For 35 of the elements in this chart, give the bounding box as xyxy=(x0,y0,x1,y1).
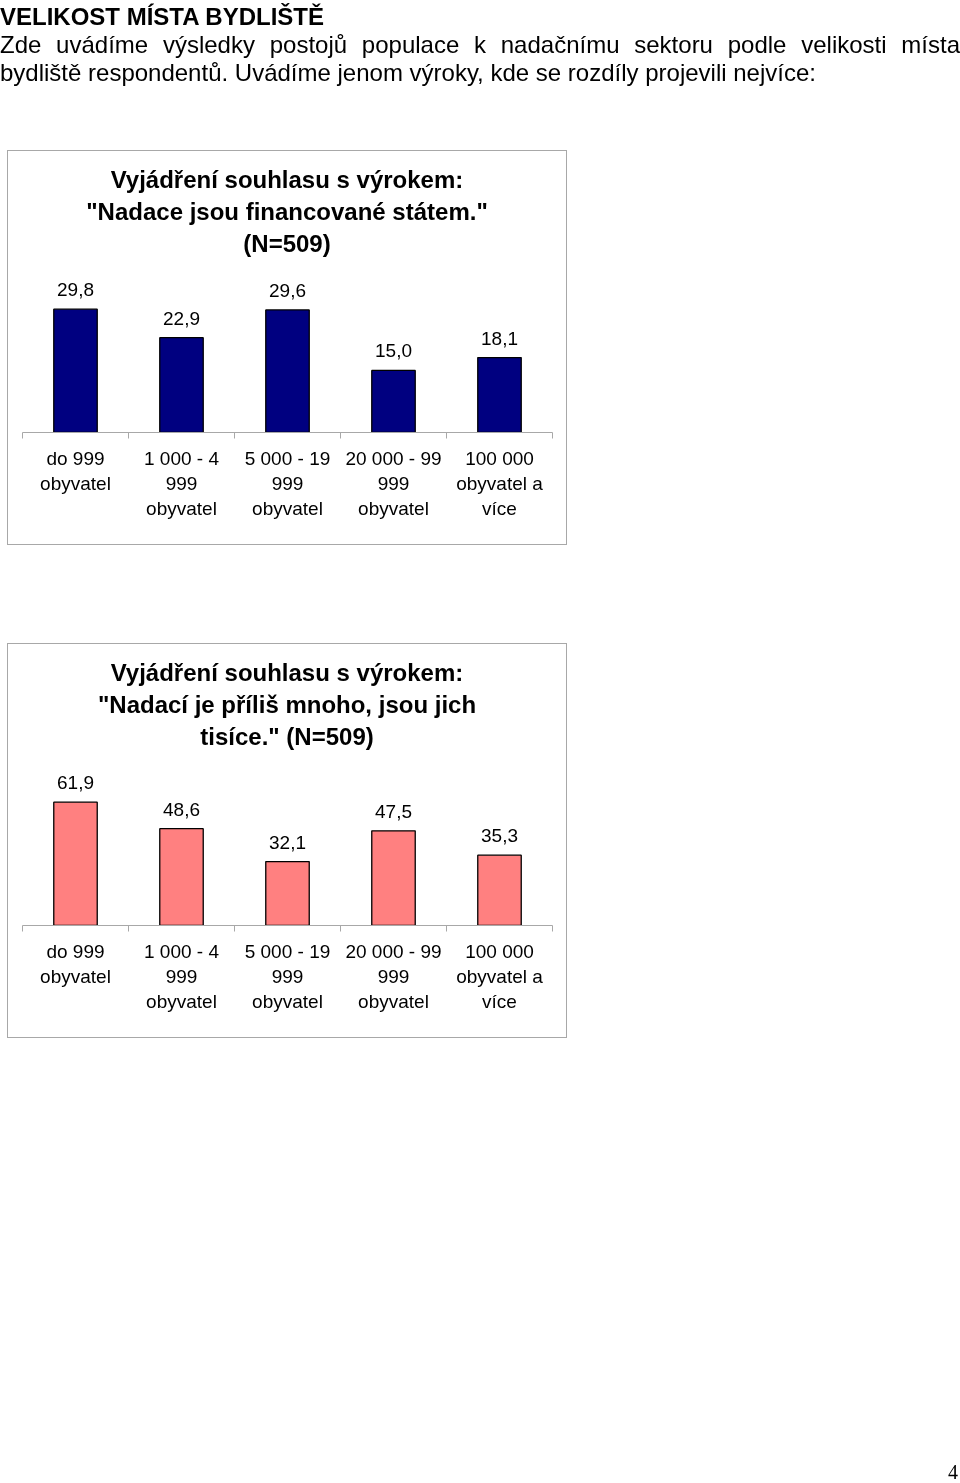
text: Zde uvádíme výsledky postojů populace k nadačnímu sektoru podle velikosti místa bydliště respondentů. Uvádíme jenom výroky, kde se rozdíly projevili nejvíce: xyxy=(0,31,960,86)
x-tick-label: 1 000 - 4 999 obyvatel xyxy=(144,940,220,1012)
data-label: 18,1 xyxy=(481,327,518,349)
data-label: 32,1 xyxy=(269,831,306,853)
bar xyxy=(159,828,204,926)
data-label: 35,3 xyxy=(481,825,518,847)
data-label: 29,6 xyxy=(269,279,306,301)
bar xyxy=(371,830,416,926)
data-label: 47,5 xyxy=(375,800,412,822)
bar xyxy=(477,854,522,926)
text: 4 xyxy=(948,1460,958,1483)
bar xyxy=(53,801,98,926)
x-tick-label: 1 000 - 4 999 obyvatel xyxy=(144,447,220,519)
bar xyxy=(53,308,98,433)
x-tick-label: do 999 obyvatel xyxy=(40,447,111,494)
data-label: 22,9 xyxy=(163,307,200,329)
chart-title: Vyjádření souhlasu s výrokem: "Nadace jsou financované státem." (N=509) xyxy=(85,165,489,259)
bar xyxy=(265,309,310,433)
x-tick-label: 20 000 - 99 999 obyvatel xyxy=(345,940,442,1012)
x-tick-label: 20 000 - 99 999 obyvatel xyxy=(345,447,442,519)
bar xyxy=(477,356,522,433)
chart-title: Vyjádření souhlasu s výrokem: "Nadací je příliš mnoho, jsou jich tisíce." (N=509) xyxy=(96,658,478,752)
x-tick-label: 100 000 obyvatel a více xyxy=(456,447,544,519)
data-label: 15,0 xyxy=(375,340,412,362)
bar xyxy=(371,369,416,433)
text: VELIKOST MÍSTA BYDLIŠTĚ xyxy=(0,3,325,31)
bar xyxy=(265,860,310,926)
x-tick-label: 5 000 - 19 999 obyvatel xyxy=(244,940,331,1012)
data-label: 48,6 xyxy=(163,798,200,820)
data-label: 29,8 xyxy=(57,279,94,301)
x-tick-label: 100 000 obyvatel a více xyxy=(456,940,544,1012)
x-tick-label: 5 000 - 19 999 obyvatel xyxy=(244,447,331,519)
x-tick-label: do 999 obyvatel xyxy=(40,940,111,987)
data-label: 61,9 xyxy=(57,772,94,794)
bar xyxy=(159,337,204,433)
